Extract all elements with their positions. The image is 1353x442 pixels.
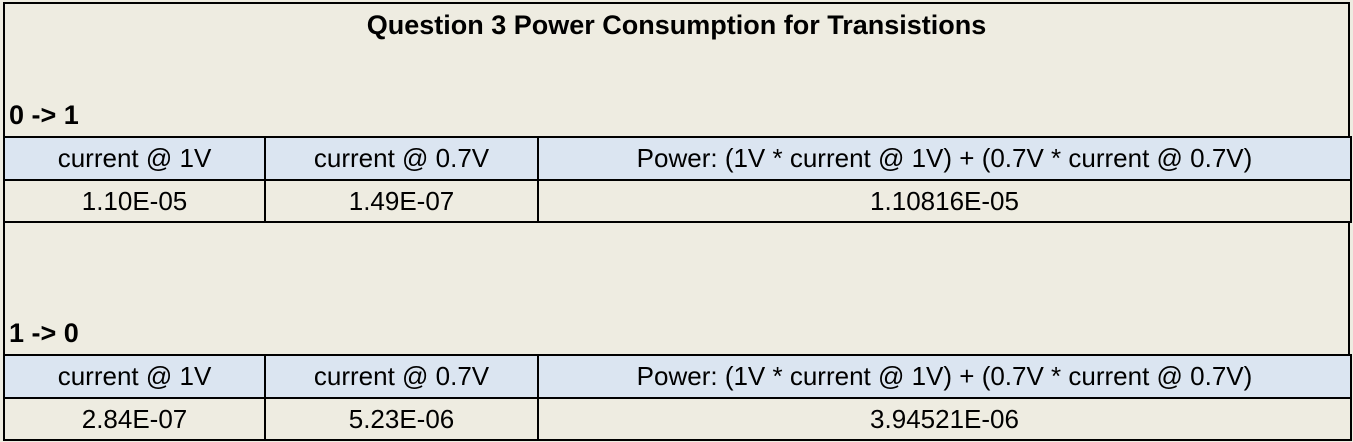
table-1-to-0: current @ 1V current @ 0.7V Power: (1V *… [3,354,1352,441]
header-row: current @ 1V current @ 0.7V Power: (1V *… [3,354,1352,399]
value-cell-current-07v[interactable]: 5.23E-06 [264,397,539,441]
header-cell-current-1v[interactable]: current @ 1V [3,136,266,181]
value-cell-current-1v[interactable]: 1.10E-05 [3,179,266,223]
value-row: 2.84E-07 5.23E-06 3.94521E-06 [3,397,1352,441]
value-cell-current-1v[interactable]: 2.84E-07 [3,397,266,441]
value-cell-power[interactable]: 1.10816E-05 [537,179,1352,223]
header-cell-power[interactable]: Power: (1V * current @ 1V) + (0.7V * cur… [537,354,1352,399]
section-label-0-to-1: 0 -> 1 [9,100,79,130]
value-row: 1.10E-05 1.49E-07 1.10816E-05 [3,179,1352,223]
header-cell-current-07v[interactable]: current @ 0.7V [264,136,539,181]
value-cell-current-07v[interactable]: 1.49E-07 [264,179,539,223]
table-0-to-1: current @ 1V current @ 0.7V Power: (1V *… [3,136,1352,223]
sheet-title: Question 3 Power Consumption for Transis… [366,10,987,40]
header-cell-current-1v[interactable]: current @ 1V [3,354,266,399]
header-cell-power[interactable]: Power: (1V * current @ 1V) + (0.7V * cur… [537,136,1352,181]
section-label-1-to-0: 1 -> 0 [9,318,79,348]
header-cell-current-07v[interactable]: current @ 0.7V [264,354,539,399]
header-row: current @ 1V current @ 0.7V Power: (1V *… [3,136,1352,181]
value-cell-power[interactable]: 3.94521E-06 [537,397,1352,441]
